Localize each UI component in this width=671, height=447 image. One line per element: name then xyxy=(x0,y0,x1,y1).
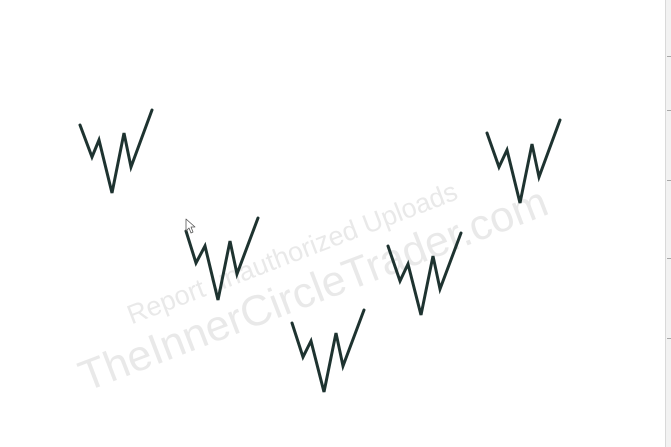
edge-tick xyxy=(667,110,671,111)
w-pattern-5[interactable] xyxy=(485,118,562,204)
w-pattern-2[interactable] xyxy=(184,216,260,301)
w-pattern-4[interactable] xyxy=(386,231,463,316)
edge-tick xyxy=(667,56,671,57)
w-pattern-3[interactable] xyxy=(290,308,366,393)
edge-tick xyxy=(667,180,671,181)
mouse-pointer-icon xyxy=(185,218,196,234)
w-pattern-1[interactable] xyxy=(78,108,154,194)
window-right-edge xyxy=(665,0,671,447)
edge-tick xyxy=(667,338,671,339)
edge-tick xyxy=(667,258,671,259)
